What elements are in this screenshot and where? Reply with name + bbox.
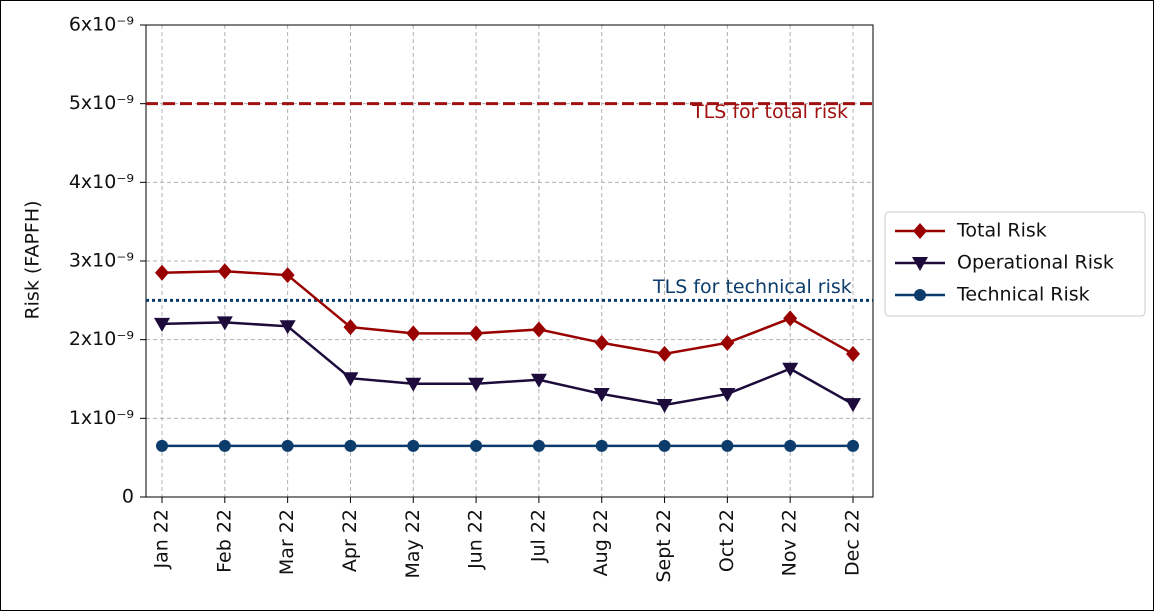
marker [217, 263, 232, 280]
x-tick-label: Mar 22 [276, 509, 298, 575]
marker [280, 267, 295, 284]
marker [407, 439, 420, 452]
marker [531, 321, 546, 338]
marker [720, 334, 735, 351]
marker [470, 439, 483, 452]
x-tick-label: Aug 22 [590, 509, 612, 576]
x-tick-label: Nov 22 [779, 509, 801, 576]
marker [530, 373, 547, 388]
legend-box [884, 211, 1146, 317]
marker [721, 439, 734, 452]
x-tick-label: Feb 22 [213, 509, 235, 573]
marker [914, 289, 926, 301]
reference-label: TLS for technical risk [652, 276, 852, 298]
marker [912, 257, 928, 271]
y-tick-label: 5x10⁻⁹ [69, 92, 134, 114]
marker [281, 439, 294, 452]
legend-label: Total Risk [956, 220, 1047, 242]
marker [216, 316, 233, 331]
marker [658, 439, 671, 452]
marker [405, 377, 422, 392]
marker [784, 439, 797, 452]
marker [782, 362, 799, 377]
plot-area [145, 24, 874, 498]
x-tick-label: Jul 22 [527, 509, 549, 563]
marker [847, 439, 859, 452]
x-tick-label: May 22 [402, 509, 424, 579]
marker [594, 334, 609, 351]
marker [719, 387, 736, 402]
reference-label: TLS for total risk [691, 101, 848, 123]
marker [595, 439, 608, 452]
marker [155, 264, 169, 281]
y-tick-label: 0 [122, 486, 134, 508]
marker [343, 319, 358, 336]
y-tick-label: 1x10⁻⁹ [69, 407, 134, 429]
x-tick-label: Jun 22 [465, 509, 487, 570]
marker [913, 223, 927, 239]
marker [845, 398, 861, 413]
series-line [161, 269, 854, 356]
marker [469, 325, 484, 342]
y-tick-label: 2x10⁻⁹ [69, 328, 134, 350]
x-tick-label: Sept 22 [653, 509, 675, 582]
legend-label: Operational Risk [957, 252, 1114, 274]
marker [406, 325, 421, 342]
marker [657, 345, 672, 362]
y-tick-label: 4x10⁻⁹ [69, 171, 134, 193]
marker [342, 372, 359, 387]
y-tick-label: 6x10⁻⁹ [69, 14, 134, 36]
marker [468, 377, 485, 392]
series-line [161, 321, 854, 407]
y-tick-label: 3x10⁻⁹ [69, 250, 134, 272]
marker [783, 310, 798, 327]
marker [656, 398, 673, 413]
marker [279, 320, 296, 335]
marker [846, 345, 860, 362]
marker [532, 439, 545, 452]
x-tick-label: Apr 22 [339, 509, 361, 572]
legend-label: Technical Risk [956, 284, 1090, 306]
marker [593, 387, 610, 402]
y-axis-label: Risk (FAPFH) [22, 200, 44, 319]
x-tick-label: Dec 22 [842, 509, 864, 576]
marker [156, 439, 168, 452]
marker [344, 439, 357, 452]
marker [218, 439, 231, 452]
marker [154, 317, 170, 332]
x-tick-label: Oct 22 [716, 509, 738, 572]
x-tick-label: Jan 22 [151, 509, 173, 570]
